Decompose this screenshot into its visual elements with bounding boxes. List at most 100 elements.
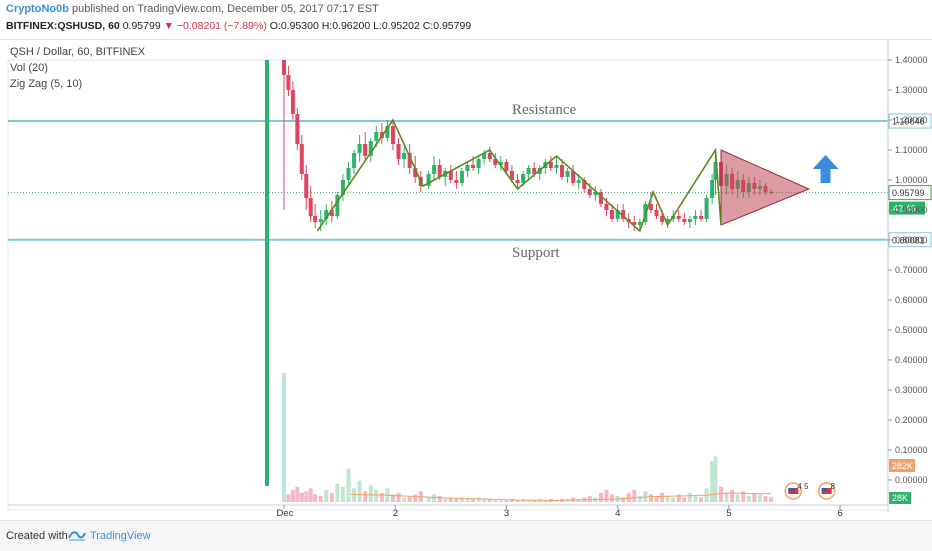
candle-down xyxy=(390,126,395,144)
flag-icon xyxy=(821,488,827,491)
candle-up xyxy=(713,162,718,180)
volume-bar xyxy=(413,494,418,502)
candle-up xyxy=(687,219,692,222)
level-price-label: 0.80081 xyxy=(892,235,925,245)
volume-bar xyxy=(699,497,703,502)
candle-down xyxy=(621,210,626,219)
zigzag-indicator-label[interactable]: Zig Zag (5, 10) xyxy=(10,78,83,90)
symbol-label: BITFINEX:QSHUSD, 60 xyxy=(6,20,120,32)
last-price: 0.95799 xyxy=(122,20,161,32)
volume-bar xyxy=(763,495,768,502)
candle-up xyxy=(615,210,620,219)
resistance-label: Resistance xyxy=(512,102,576,118)
candle-up xyxy=(704,198,709,219)
price-tick-label: 0.90000 xyxy=(895,205,928,215)
candle-up xyxy=(637,222,642,225)
candle-up xyxy=(521,174,526,183)
candle-down xyxy=(699,216,703,219)
price-tick-label: 0.20000 xyxy=(895,415,928,425)
candle-down xyxy=(493,159,498,165)
price-tick-label: 1.00000 xyxy=(895,175,928,185)
chart-overlays: 0.95799 42:46 4 5 8 xyxy=(8,118,932,500)
volume-bar xyxy=(665,495,670,502)
candle-up xyxy=(710,180,715,198)
candle-down xyxy=(407,153,412,168)
price-tick-label: 0.40000 xyxy=(895,355,928,365)
volume-bar xyxy=(576,498,581,502)
volume-indicator-label[interactable]: Vol (20) xyxy=(10,62,48,74)
candle-up xyxy=(426,174,431,186)
candle-down xyxy=(313,216,318,222)
support-label: Support xyxy=(512,245,560,261)
candle-up xyxy=(665,219,670,222)
candle-up xyxy=(498,162,503,165)
candle-up xyxy=(352,153,357,168)
volume-bar xyxy=(604,489,609,502)
event-badge-label: 4 5 xyxy=(797,482,809,491)
volume-bar xyxy=(471,498,476,502)
candle-down xyxy=(304,174,309,198)
volume-bar xyxy=(454,498,459,502)
volume-bar xyxy=(632,489,637,502)
time-tick-label: 4 xyxy=(615,508,620,519)
time-tick-label: 5 xyxy=(726,508,731,519)
candle-up xyxy=(432,165,437,174)
candle-down xyxy=(282,60,286,75)
time-tick-label: 6 xyxy=(838,508,843,519)
candle-down xyxy=(413,168,418,177)
candle-down xyxy=(648,204,653,210)
volume-bar xyxy=(621,497,626,502)
countdown-tag xyxy=(889,201,925,215)
candle-down xyxy=(660,216,665,222)
symbol-line: BITFINEX:QSHUSD, 60 0.95799 ▼ −0.08201 (… xyxy=(6,20,471,32)
change-value: −0.08201 (−7.89%) xyxy=(176,20,267,32)
candle-down xyxy=(290,90,295,114)
candle-down xyxy=(598,192,603,204)
volume-bar xyxy=(324,489,329,502)
volume-bar xyxy=(465,498,470,502)
volume-bar xyxy=(610,494,615,502)
price-axis[interactable]: 1.40000 1.30000 1.20000 1.10000 1.00000 0.900… xyxy=(887,40,928,512)
candle-down xyxy=(654,210,659,216)
candle-down xyxy=(610,210,615,219)
volume-bar xyxy=(769,497,774,502)
candle-up xyxy=(335,195,340,216)
volume-bar xyxy=(637,495,642,502)
candle-up xyxy=(554,165,559,168)
candle-up xyxy=(565,171,570,177)
price-tick-label: 0.60000 xyxy=(895,295,928,305)
volume-bar xyxy=(379,492,384,502)
candle-down xyxy=(682,219,687,222)
created-with-label: Created with xyxy=(6,530,68,542)
candle-down xyxy=(604,204,609,210)
candle-up xyxy=(340,180,345,195)
author-link[interactable]: CryptoNo0b xyxy=(6,3,69,15)
candle-up xyxy=(346,168,351,180)
countdown-label: 42:46 xyxy=(893,204,916,214)
time-axis[interactable]: Dec 2 3 4 5 6 xyxy=(8,504,888,519)
volume-bar xyxy=(448,497,453,502)
volume-bar xyxy=(509,498,514,502)
volume-bar xyxy=(498,500,503,502)
volume-bar xyxy=(357,480,362,502)
current-price-tag xyxy=(888,185,932,201)
volume-bar xyxy=(752,492,757,502)
candle-down xyxy=(299,144,304,174)
volume-bar xyxy=(682,497,687,502)
candle-up xyxy=(482,153,487,159)
volume-bar xyxy=(340,486,345,502)
tradingview-link[interactable]: TradingView xyxy=(90,530,151,542)
candle-down xyxy=(396,144,401,159)
candle-down xyxy=(454,180,459,183)
candle-down xyxy=(632,222,637,225)
volume-bar xyxy=(719,486,724,502)
volume-bar xyxy=(735,494,740,502)
volume-bar xyxy=(526,500,531,502)
plot-frame xyxy=(7,59,889,511)
volume-bar xyxy=(402,497,407,502)
volume-bar xyxy=(757,494,762,502)
change-arrow: ▼ xyxy=(163,20,174,32)
candle-up xyxy=(576,180,581,183)
volume-bar xyxy=(693,495,698,502)
